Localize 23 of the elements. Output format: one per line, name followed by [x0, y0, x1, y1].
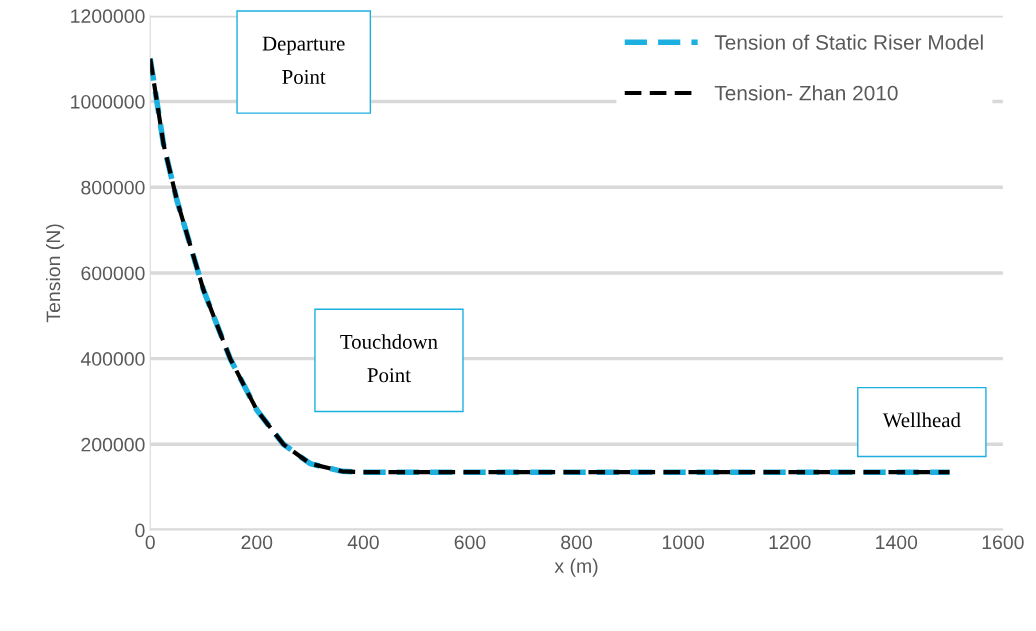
y-tick-label: 400000	[80, 352, 145, 366]
x-axis-title: x (m)	[554, 558, 598, 577]
x-tick-label: 800	[561, 535, 592, 550]
annotation: Departure Point	[262, 36, 345, 84]
x-tick-label: 1200	[769, 535, 811, 550]
x-tick-label: 600	[454, 535, 486, 550]
legend-label: Tension of Static Riser Model	[714, 34, 983, 50]
y-tick-label: 1200000	[71, 9, 145, 24]
annotation: Wellhead	[882, 412, 961, 428]
y-tick-label: 600000	[81, 266, 145, 281]
y-axis-title: Tension (N)	[45, 224, 65, 323]
x-tick-label: 1600	[982, 535, 1024, 550]
x-tick-label: 0	[145, 535, 155, 550]
x-tick-label: 1000	[662, 535, 704, 550]
x-tick-label: 1400	[876, 535, 918, 550]
annotation: Touchdown Point	[340, 334, 438, 383]
y-tick-label: 800000	[81, 180, 145, 195]
x-tick-label: 400	[347, 535, 379, 550]
legend-label: Tension- Zhan 2010	[714, 85, 898, 101]
y-tick-label: 1000000	[71, 94, 145, 109]
x-tick-label: 200	[241, 535, 273, 550]
y-tick-label: 0	[135, 523, 145, 538]
y-tick-label: 200000	[81, 437, 145, 452]
